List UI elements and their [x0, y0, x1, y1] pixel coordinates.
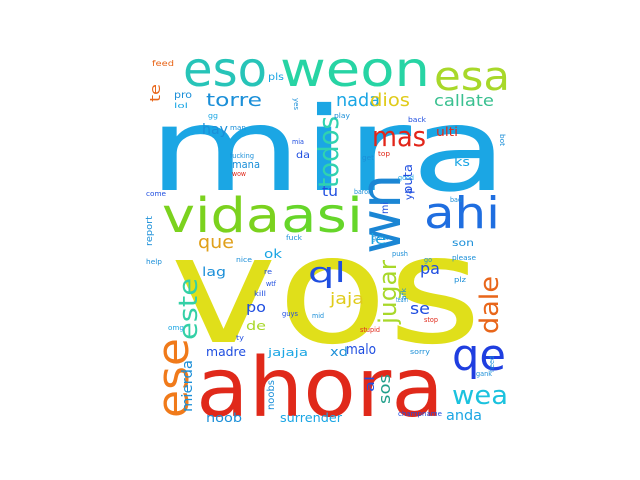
cloud-word: mas — [372, 120, 426, 153]
cloud-word: wea — [452, 381, 508, 411]
cloud-word: afk — [400, 287, 408, 300]
cloud-word: jajaja — [267, 346, 308, 359]
cloud-word: de — [246, 319, 266, 333]
cloud-word: wow — [232, 170, 246, 178]
cloud-word: guys — [282, 310, 298, 318]
cloud-word: ese — [148, 338, 199, 418]
cloud-word: team — [396, 296, 408, 304]
cloud-word: le — [370, 232, 386, 248]
cloud-word: asi — [281, 188, 363, 244]
cloud-word: este — [174, 278, 204, 340]
cloud-word: wn — [349, 174, 414, 254]
cloud-word: plz — [454, 276, 466, 284]
cloud-word: champname — [398, 410, 442, 418]
cloud-word: al — [363, 376, 377, 392]
cloud-word: madre — [206, 345, 246, 359]
cloud-word: callate — [434, 91, 494, 110]
cloud-word: yes — [292, 98, 300, 110]
cloud-word: sos — [375, 374, 394, 404]
cloud-word: help — [146, 258, 163, 266]
cloud-word: se — [410, 299, 430, 318]
cloud-word: mira — [148, 83, 508, 218]
cloud-word: noobs — [266, 380, 277, 410]
cloud-word: anda — [446, 408, 482, 424]
cloud-word: nada — [336, 90, 380, 111]
cloud-word: todos — [312, 116, 345, 188]
cloud-word: get — [362, 154, 374, 162]
cloud-word: mia — [292, 138, 304, 146]
cloud-word: vida — [162, 188, 280, 244]
cloud-word: ks — [454, 155, 470, 169]
cloud-word: good — [398, 174, 414, 182]
cloud-word: go — [424, 256, 432, 264]
cloud-word: mid — [312, 312, 324, 320]
cloud-word: ya — [404, 188, 415, 200]
cloud-word: fuck — [286, 234, 303, 242]
cloud-word: back — [408, 116, 427, 124]
cloud-word: mierda — [180, 360, 196, 412]
cloud-word: pa — [420, 259, 440, 278]
cloud-word: please — [452, 254, 476, 262]
cloud-word: tu — [322, 184, 338, 200]
cloud-word: sorry — [410, 348, 430, 356]
cloud-word: esa — [434, 54, 510, 100]
cloud-word: need — [488, 356, 496, 372]
cloud-word: noob — [206, 411, 242, 425]
cloud-word: top — [378, 150, 391, 158]
cloud-word: que — [198, 232, 234, 253]
cloud-word: stupid — [360, 326, 380, 334]
cloud-word: weon — [280, 42, 430, 98]
cloud-word: lag — [202, 265, 226, 279]
cloud-word: gank — [476, 370, 493, 378]
cloud-word: ty — [236, 334, 244, 342]
cloud-word: puta — [401, 164, 415, 194]
cloud-word: malo — [346, 342, 376, 358]
cloud-word: lol — [174, 102, 188, 110]
cloud-word: mana — [232, 158, 260, 171]
cloud-word: da — [296, 150, 310, 161]
cloud-word: bot — [498, 134, 506, 146]
cloud-word: omg — [168, 324, 184, 332]
cloud-word: feed — [152, 59, 174, 68]
cloud-word: push — [392, 250, 408, 258]
cloud-word: ahi — [424, 188, 500, 239]
cloud-word: ql — [308, 256, 346, 289]
cloud-word: ulti — [436, 125, 458, 139]
cloud-word: dale — [475, 276, 505, 334]
cloud-word: bad — [450, 196, 462, 204]
cloud-word: jaja — [329, 289, 364, 308]
cloud-word: kill — [254, 290, 266, 298]
cloud-word: jugar — [374, 260, 402, 325]
cloud-word: stop — [424, 316, 439, 324]
cloud-word: fucking — [230, 152, 254, 160]
cloud-word: report — [145, 215, 155, 246]
cloud-word: gank — [372, 234, 389, 242]
cloud-word: play — [334, 112, 350, 120]
cloud-word: po — [246, 300, 266, 316]
cloud-word: xd — [330, 345, 348, 359]
cloud-word: come — [146, 190, 166, 198]
cloud-word: eso — [183, 42, 267, 98]
cloud-word: hay — [202, 122, 228, 138]
cloud-word: qe — [452, 330, 506, 381]
cloud-word: man — [230, 124, 246, 132]
cloud-word: vos — [170, 204, 482, 378]
cloud-word: pro — [174, 90, 192, 101]
cloud-word: son — [452, 238, 474, 249]
cloud-word: surrender — [280, 411, 342, 425]
cloud-word: torre — [206, 90, 262, 111]
cloud-word: mi — [380, 202, 391, 214]
cloud-word: ahora — [196, 341, 444, 436]
cloud-word: pls — [268, 72, 284, 83]
cloud-word: te — [148, 84, 164, 102]
cloud-word: wtf — [266, 280, 276, 288]
cloud-word: gg — [208, 112, 218, 120]
cloud-word: re — [264, 268, 272, 276]
cloud-word: dios — [370, 90, 410, 111]
cloud-word: baron — [354, 188, 372, 196]
cloud-word: nice — [236, 256, 252, 264]
cloud-word: ok — [264, 247, 282, 261]
